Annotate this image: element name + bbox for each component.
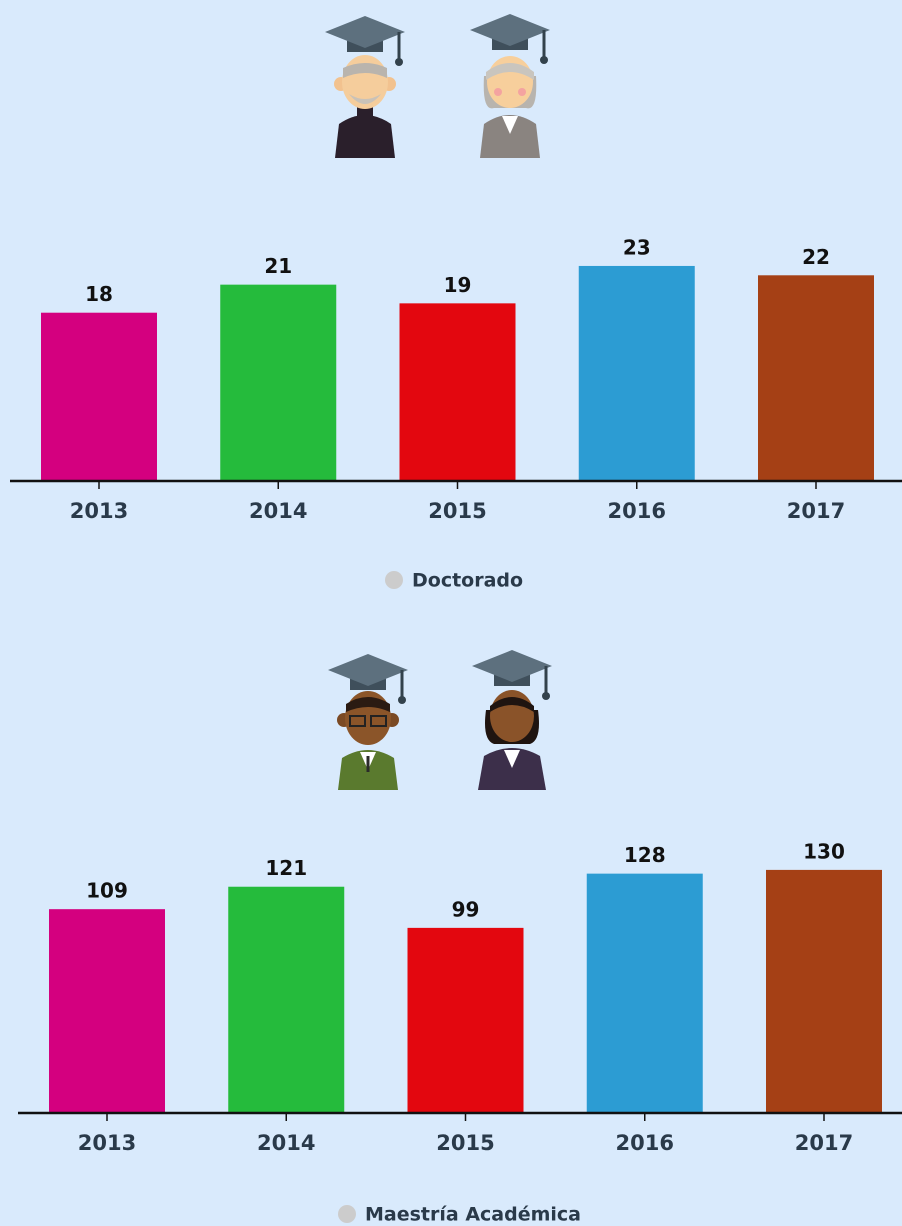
legend-label: Doctorado (412, 570, 523, 592)
illustration-man (326, 652, 410, 790)
bar (228, 886, 345, 1113)
x-tick-label: 2016 (616, 1131, 674, 1155)
value-label: 22 (802, 245, 830, 269)
x-tick-label: 2015 (436, 1131, 494, 1155)
bar (220, 284, 337, 481)
value-label: 18 (85, 282, 113, 306)
bar (758, 275, 874, 481)
value-label: 19 (444, 273, 472, 297)
x-tick-label: 2017 (787, 499, 845, 523)
bar (49, 909, 165, 1113)
illustration-man (323, 14, 407, 158)
value-label: 23 (623, 235, 651, 259)
bar (586, 873, 703, 1113)
x-tick-label: 2013 (78, 1131, 136, 1155)
bar (407, 927, 524, 1113)
bar (766, 869, 882, 1113)
legend-label: Maestría Académica (365, 1204, 581, 1226)
x-tick-label: 2015 (428, 499, 486, 523)
legend-marker (385, 571, 403, 589)
value-label: 109 (86, 879, 128, 903)
value-label: 130 (803, 839, 845, 863)
value-label: 121 (265, 856, 307, 880)
x-tick-label: 2014 (249, 499, 307, 523)
bar (41, 312, 157, 481)
x-tick-label: 2017 (795, 1131, 853, 1155)
value-label: 99 (452, 897, 480, 921)
illustration-woman (470, 648, 554, 790)
x-tick-label: 2014 (257, 1131, 315, 1155)
value-label: 128 (624, 843, 666, 867)
legend-marker (338, 1205, 356, 1223)
value-label: 21 (264, 254, 292, 278)
illustration-woman (468, 12, 552, 158)
x-tick-label: 2013 (70, 499, 128, 523)
bar (578, 265, 695, 481)
x-tick-label: 2016 (608, 499, 666, 523)
bar (399, 303, 516, 481)
